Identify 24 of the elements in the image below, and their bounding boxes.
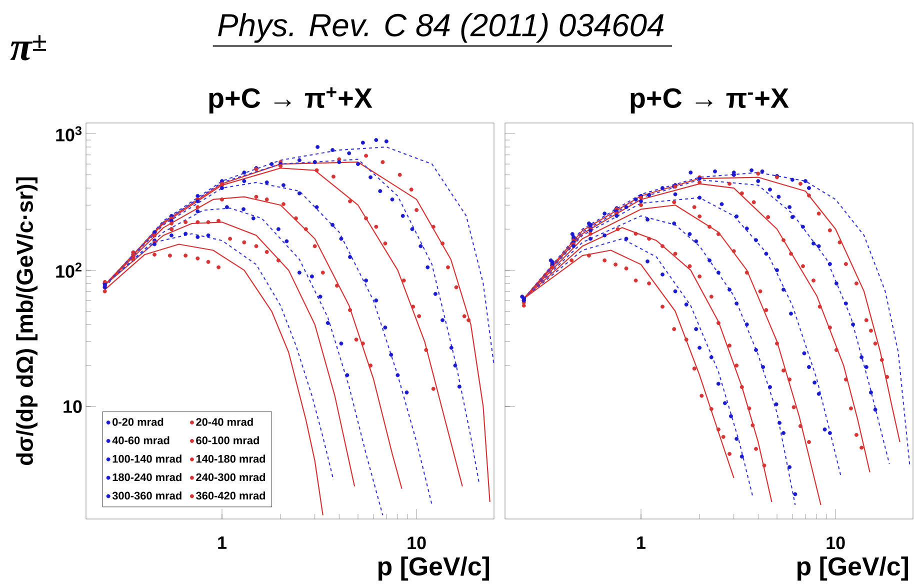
x-tick-label: 1	[637, 536, 646, 549]
chart-title: p+C → π$^{+}$+X	[209, 87, 372, 114]
y-tick-label: 10$^{3}$	[56, 126, 82, 142]
x-tick-label: 10	[826, 536, 845, 550]
legend-label: 240-300 mrad	[196, 473, 266, 482]
legend-label: 360-420 mrad	[196, 491, 266, 500]
legend-label: 0-20 mrad	[112, 418, 164, 426]
x-axis-title: p [GeV/c]	[797, 556, 908, 581]
y-tick-label: 10	[64, 400, 82, 413]
legend-label: 40-60 mrad	[112, 436, 170, 444]
text: Phys. Rev. C 84 (2011) 034604	[218, 13, 664, 43]
legend-label: 100-140 mrad	[112, 454, 182, 463]
legend-label: 180-240 mrad	[112, 473, 182, 482]
x-tick-label: 1	[218, 536, 227, 549]
text: π$^{±}$	[10, 35, 46, 60]
chart-title: p+C → π$^{-}$+X	[630, 88, 789, 114]
legend-label: 60-100 mrad	[196, 436, 259, 444]
legend-label: 140-180 mrad	[196, 454, 266, 463]
legend-label: 300-360 mrad	[112, 491, 182, 500]
x-axis-title: p [GeV/c]	[378, 556, 490, 581]
y-tick-label: 10$^{2}$	[56, 262, 82, 278]
legend-label: 20-40 mrad	[196, 418, 253, 426]
y-axis-title: dσ/(dp dΩ) [mb/(GeV/c·sr)]	[16, 177, 38, 466]
x-tick-label: 10	[408, 536, 426, 550]
